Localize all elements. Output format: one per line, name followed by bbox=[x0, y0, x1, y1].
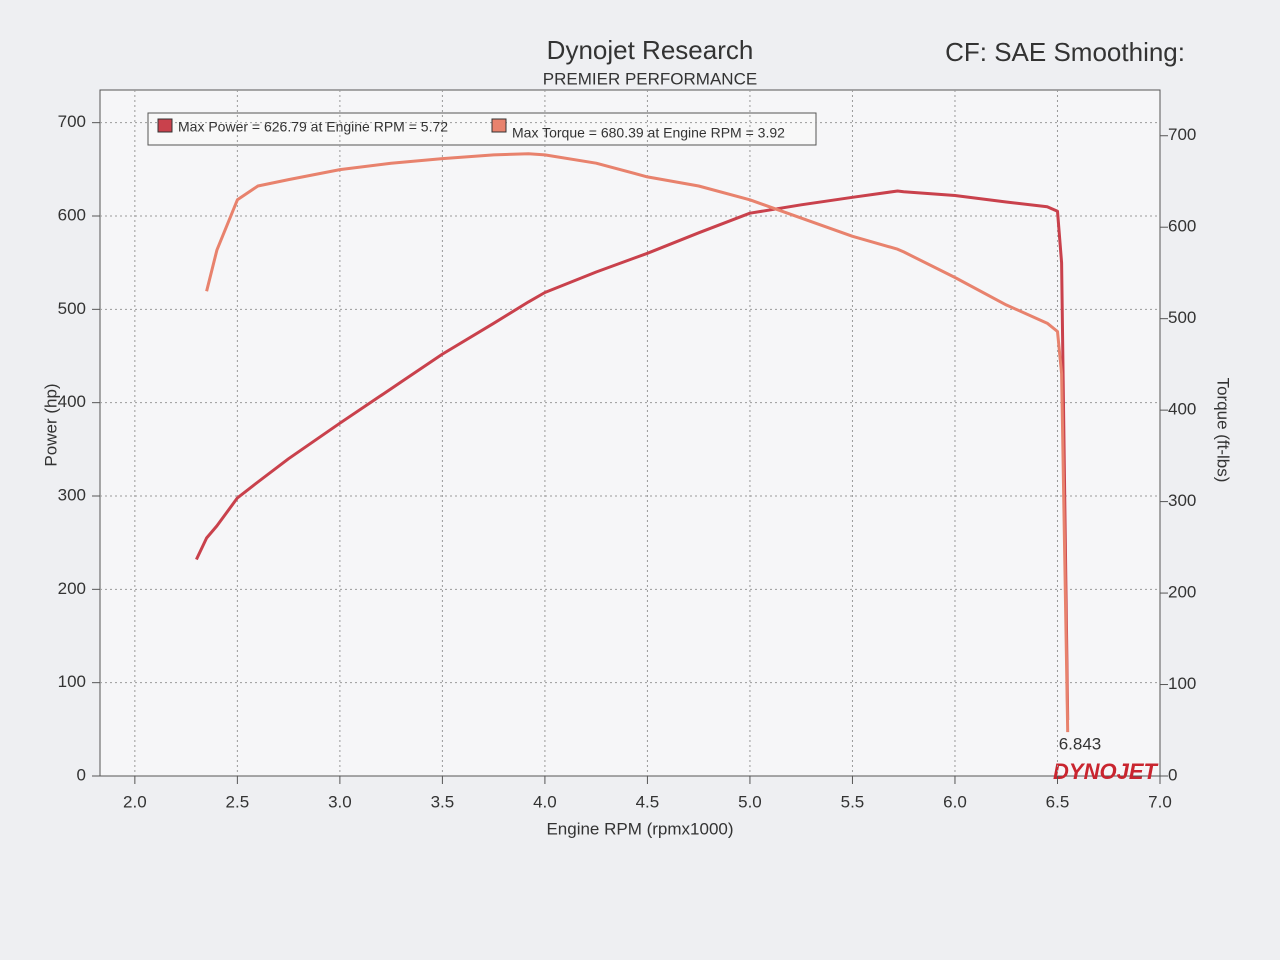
y-tick-label: 400 bbox=[58, 392, 86, 411]
y2-axis-label: Torque (ft-lbs) bbox=[1214, 378, 1233, 483]
y-tick-label: 500 bbox=[58, 299, 86, 318]
chart-title: Dynojet Research bbox=[547, 35, 754, 65]
y-tick-label: 100 bbox=[58, 672, 86, 691]
x-tick-label: 6.5 bbox=[1046, 792, 1070, 811]
y2-tick-label: 100 bbox=[1168, 674, 1196, 693]
x-tick-label: 6.0 bbox=[943, 792, 967, 811]
y-tick-label: 200 bbox=[58, 579, 86, 598]
legend-swatch bbox=[491, 118, 507, 133]
x-axis-label: Engine RPM (rpmx1000) bbox=[546, 819, 733, 838]
y2-tick-label: 400 bbox=[1168, 400, 1196, 419]
legend-label: Max Torque = 680.39 at Engine RPM = 3.92 bbox=[512, 125, 785, 141]
legend-swatch bbox=[157, 118, 173, 133]
y-tick-label: 700 bbox=[58, 112, 86, 131]
x-tick-label: 4.0 bbox=[533, 792, 557, 811]
x-tick-label: 2.5 bbox=[226, 792, 250, 811]
header-note: CF: SAE Smoothing: bbox=[945, 37, 1185, 67]
x-tick-label: 7.0 bbox=[1148, 792, 1172, 811]
y2-tick-label: 300 bbox=[1168, 491, 1196, 510]
y2-tick-label: 600 bbox=[1168, 217, 1196, 236]
x-tick-label: 4.5 bbox=[636, 792, 660, 811]
annotation: 6.843 bbox=[1059, 734, 1102, 753]
series-line bbox=[205, 152, 1070, 733]
chart-subtitle: PREMIER PERFORMANCE bbox=[543, 69, 757, 88]
y2-tick-label: 0 bbox=[1168, 765, 1177, 784]
y-tick-label: 600 bbox=[58, 205, 86, 224]
legend-label: Max Power = 626.79 at Engine RPM = 5.72 bbox=[178, 119, 448, 135]
x-tick-label: 2.0 bbox=[123, 792, 147, 811]
y2-tick-label: 200 bbox=[1168, 583, 1196, 602]
series-line bbox=[195, 189, 1070, 721]
y2-tick-label: 700 bbox=[1168, 125, 1196, 144]
y2-tick-label: 500 bbox=[1168, 308, 1196, 327]
plot-area bbox=[99, 89, 1161, 777]
legend bbox=[147, 112, 817, 146]
x-tick-label: 3.0 bbox=[328, 792, 352, 811]
y-tick-label: 0 bbox=[77, 765, 86, 784]
y-axis-label: Power (hp) bbox=[41, 383, 60, 466]
x-tick-label: 5.0 bbox=[738, 792, 762, 811]
x-tick-label: 3.5 bbox=[431, 792, 455, 811]
y-tick-label: 300 bbox=[58, 485, 86, 504]
x-tick-label: 5.5 bbox=[841, 792, 865, 811]
logo: DYNOJET bbox=[1053, 759, 1158, 784]
